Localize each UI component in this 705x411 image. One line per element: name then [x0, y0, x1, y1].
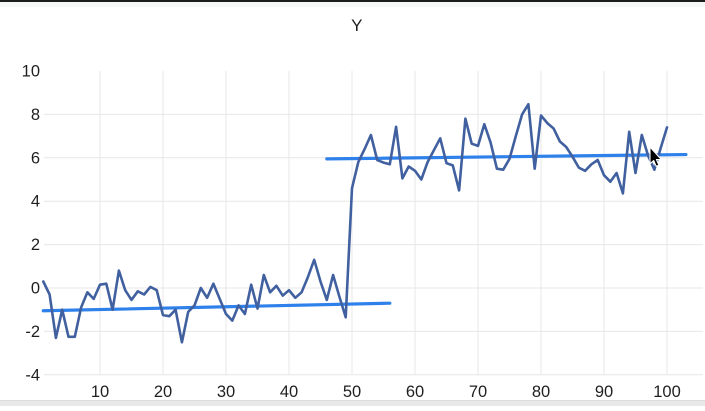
x-axis-tick-label: 10 [91, 383, 109, 401]
y-axis-tick-label: 0 [31, 280, 40, 298]
lower-segment-trendline [41, 301, 392, 313]
x-axis-tick-label: 40 [280, 383, 298, 401]
x-axis-tick-label: 50 [343, 383, 361, 401]
window-bottom-strip [0, 400, 705, 406]
y-axis-tick-label: 10 [22, 63, 40, 81]
x-axis-tick-label: 60 [406, 383, 424, 401]
y-axis-tick-label: 2 [31, 236, 40, 254]
y-axis-tick-label: 6 [31, 149, 40, 167]
y-axis-tick-label: 8 [31, 106, 40, 124]
x-axis-tick-label: 100 [653, 383, 681, 401]
x-axis-tick-label: 30 [217, 383, 235, 401]
chart-title: Y [351, 16, 363, 35]
y-axis-tick-label: -2 [25, 323, 40, 341]
x-axis-tick-label: 90 [595, 383, 613, 401]
y-axis-tick-label: -4 [25, 366, 40, 384]
window-top-strip [0, 2, 705, 7]
series-line-Y [41, 102, 669, 344]
y-axis-tick-label: 4 [31, 193, 40, 211]
x-axis-tick-label: 70 [469, 383, 487, 401]
x-axis-tick-label: 20 [154, 383, 172, 401]
window-top-edge [0, 0, 705, 2]
x-axis-tick-label: 80 [532, 383, 550, 401]
